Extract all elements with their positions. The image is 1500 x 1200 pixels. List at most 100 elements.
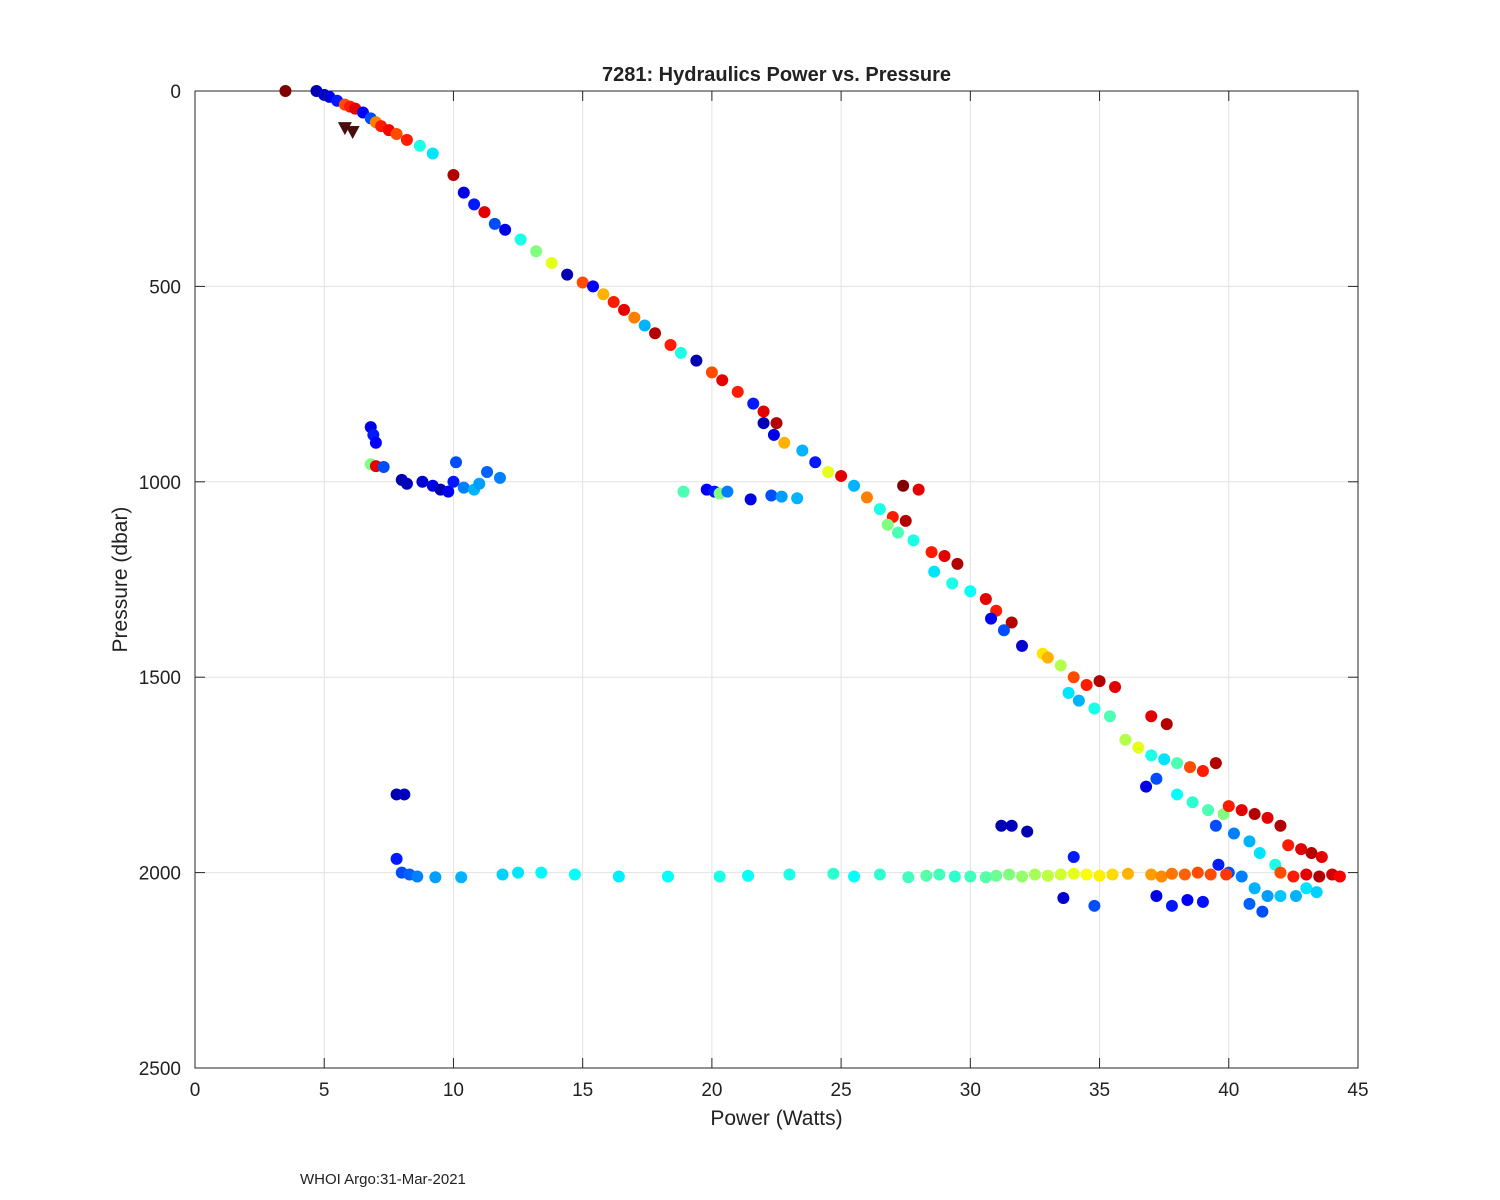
data-point: [1333, 870, 1346, 883]
data-point: [1057, 892, 1070, 905]
data-point: [1119, 733, 1132, 746]
y-tick-label: 2000: [139, 864, 181, 885]
triangle-marker: [345, 126, 360, 140]
data-point: [1041, 651, 1054, 664]
data-point: [796, 444, 809, 457]
data-point: [1243, 835, 1256, 848]
data-point: [848, 870, 861, 883]
data-point: [1155, 870, 1168, 883]
data-point: [457, 186, 470, 199]
data-point: [390, 852, 403, 865]
data-point: [881, 518, 894, 531]
data-point: [1016, 870, 1029, 883]
data-point: [1186, 796, 1199, 809]
x-tick-label: 35: [1089, 1080, 1110, 1101]
data-point: [770, 417, 783, 430]
y-tick-label: 500: [149, 277, 181, 298]
data-point: [447, 475, 460, 488]
data-point: [912, 483, 925, 496]
data-point: [628, 311, 641, 324]
data-point: [1088, 702, 1101, 715]
data-point: [455, 871, 468, 884]
data-point: [488, 217, 501, 230]
data-point: [1300, 882, 1313, 895]
data-point: [1181, 893, 1194, 906]
data-point: [1191, 866, 1204, 879]
data-point: [1235, 870, 1248, 883]
data-point: [767, 428, 780, 441]
data-point: [1171, 788, 1184, 801]
data-point: [530, 245, 543, 258]
data-point: [1274, 866, 1287, 879]
data-point: [1209, 757, 1222, 770]
data-point: [493, 471, 506, 484]
data-point: [512, 866, 525, 879]
data-point: [499, 223, 512, 236]
data-point: [1295, 843, 1308, 856]
data-point: [721, 485, 734, 498]
data-point: [1235, 804, 1248, 817]
data-point: [587, 280, 600, 293]
data-point: [457, 481, 470, 494]
data-point: [891, 526, 904, 539]
x-tick-label: 40: [1218, 1080, 1239, 1101]
data-point: [1028, 868, 1041, 881]
chart-title: 7281: Hydraulics Power vs. Pressure: [602, 64, 951, 86]
data-point: [1140, 780, 1153, 793]
data-point: [597, 288, 610, 301]
data-point: [1062, 686, 1075, 699]
footer-credit: WHOI Argo:31-Mar-2021: [300, 1171, 466, 1188]
data-point: [775, 490, 788, 503]
data-point: [1067, 850, 1080, 863]
data-point: [964, 585, 977, 598]
data-point: [279, 85, 292, 97]
data-point: [1184, 761, 1197, 774]
data-point: [995, 819, 1008, 832]
data-point: [902, 871, 915, 884]
data-point: [716, 374, 729, 387]
data-point: [1165, 899, 1178, 912]
data-point: [447, 169, 460, 182]
data-point: [948, 870, 961, 883]
data-point: [946, 577, 959, 590]
data-point: [747, 397, 760, 410]
data-point: [400, 133, 413, 146]
data-point: [690, 354, 703, 367]
data-point: [1243, 897, 1256, 910]
data-point: [568, 868, 581, 881]
data-point: [1005, 616, 1018, 629]
data-point: [638, 319, 651, 332]
data-point: [1313, 870, 1326, 883]
data-point: [442, 485, 455, 498]
data-point: [1072, 694, 1085, 707]
data-point: [413, 139, 426, 152]
data-point: [1256, 905, 1269, 918]
data-point: [416, 475, 429, 488]
data-point: [873, 868, 886, 881]
data-point: [677, 485, 690, 498]
x-tick-label: 20: [701, 1080, 722, 1101]
data-point: [1202, 804, 1215, 817]
data-point: [1227, 827, 1240, 840]
data-point: [964, 870, 977, 883]
data-point: [1274, 819, 1287, 832]
data-point: [411, 870, 424, 883]
data-point: [481, 466, 494, 479]
data-point: [1178, 868, 1191, 881]
data-point: [561, 268, 574, 281]
data-point: [514, 233, 527, 246]
data-point: [827, 867, 840, 880]
data-point: [390, 127, 403, 140]
data-point: [860, 491, 873, 504]
data-point: [791, 492, 804, 505]
data-point: [1041, 869, 1054, 882]
data-point: [1067, 867, 1080, 880]
data-point: [661, 870, 674, 883]
data-point: [1165, 867, 1178, 880]
data-point: [1310, 886, 1323, 899]
x-tick-label: 5: [319, 1080, 330, 1101]
data-point: [612, 870, 625, 883]
data-point: [429, 871, 442, 884]
data-point: [1305, 847, 1318, 860]
